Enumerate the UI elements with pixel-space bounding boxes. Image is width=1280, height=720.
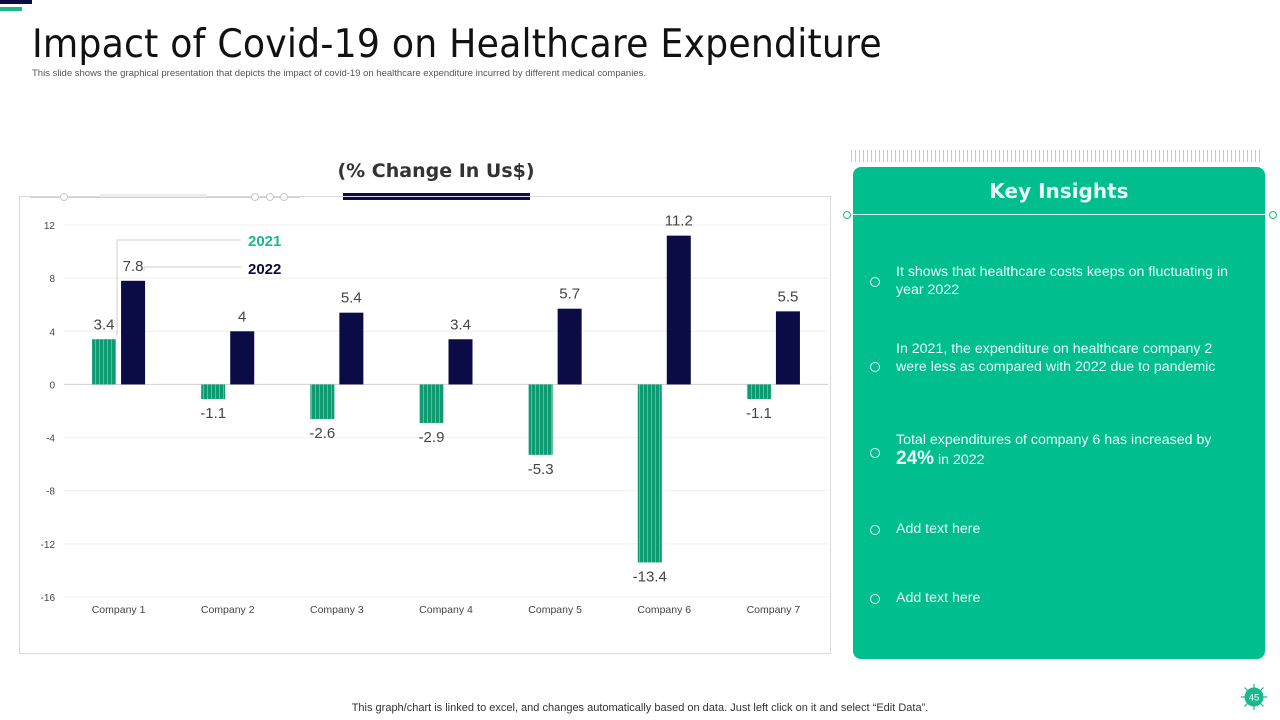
circle-bullet-icon (870, 362, 880, 372)
bar-2021-company-3[interactable] (310, 384, 335, 419)
y-tick-label: -8 (46, 487, 55, 498)
bar-2022-company-2[interactable] (230, 331, 255, 385)
data-label: 5.4 (341, 290, 362, 307)
legend-item-2022: 2022 (248, 261, 281, 278)
x-category-label: Company 6 (637, 604, 691, 616)
y-tick-label: -12 (41, 540, 56, 551)
insight-placeholder-text[interactable]: Add text here (896, 590, 981, 606)
y-tick-label: 4 (49, 327, 55, 338)
circle-bullet-icon (870, 594, 880, 604)
data-labels: 3.4 7.8 -1.1 4 -2.6 5.4 -2.9 3.4 -5.3 5.7 -13.4 11.… (94, 213, 799, 586)
page-subtitle: This slide shows the graphical presentat… (32, 68, 646, 79)
page-title: Impact of Covid-19 on Healthcare Expendi… (32, 22, 882, 67)
corner-accent-navy (0, 0, 32, 4)
key-insights-title: Key Insights (989, 179, 1129, 203)
badge-circle (1244, 687, 1264, 707)
bar-2021-company-2[interactable] (201, 384, 226, 400)
decorative-hatch-strip (851, 150, 1263, 162)
bar-2021-company-1[interactable] (92, 339, 117, 385)
data-label: 7.8 (123, 258, 144, 275)
x-axis-labels: Company 1 Company 2 Company 3 Company 4 Comp… (92, 604, 801, 616)
bar-2021-company-7[interactable] (746, 384, 771, 400)
data-label: 3.4 (450, 316, 471, 333)
x-category-label: Company 7 (747, 604, 801, 616)
bar-2022-company-3[interactable] (339, 312, 364, 385)
decorative-circle (266, 193, 274, 201)
footnote: This graph/chart is linked to excel, and… (351, 702, 929, 714)
chart-title: (% Change In Us$) (337, 160, 535, 182)
x-category-label: Company 4 (419, 604, 473, 616)
gridlines (64, 224, 828, 598)
data-label: 11.2 (665, 213, 693, 230)
y-tick-label: 12 (44, 221, 56, 232)
decorative-circle (60, 193, 68, 201)
bars (92, 235, 800, 563)
x-category-label: Company 2 (201, 604, 255, 616)
legend-item-2021: 2021 (248, 233, 281, 250)
x-category-label: Company 1 (92, 604, 146, 616)
legend-leader-line (143, 266, 241, 271)
bar-2021-company-6[interactable] (637, 384, 662, 563)
x-category-label: Company 3 (310, 604, 364, 616)
insight-text: In 2021, the expenditure on healthcare c… (896, 341, 1216, 375)
bar-2022-company-1[interactable] (121, 280, 146, 385)
y-tick-label: -4 (46, 434, 55, 445)
circle-bullet-icon (870, 448, 880, 458)
insight-text: It shows that healthcare costs keeps on … (896, 264, 1229, 298)
bar-2022-company-7[interactable] (775, 311, 800, 385)
key-insights-panel (853, 167, 1265, 659)
page-number: 45 (1249, 693, 1260, 704)
bar-2022-company-4[interactable] (448, 339, 473, 385)
chart-frame[interactable] (19, 196, 831, 654)
y-axis-ticks: 12 8 4 0 -4 -8 -12 -16 (41, 221, 56, 604)
decorative-bar (100, 194, 207, 197)
data-label: 5.7 (559, 286, 580, 303)
legend-leader-line (116, 239, 241, 336)
data-label: 4 (238, 308, 246, 325)
decorative-circle (251, 193, 259, 201)
data-label: -2.6 (309, 425, 335, 442)
data-label: -1.1 (200, 405, 226, 422)
y-tick-label: 8 (49, 274, 55, 285)
data-label: -5.3 (528, 461, 554, 478)
circle-bullet-icon (870, 277, 880, 287)
decorative-line (30, 197, 300, 198)
data-label: -13.4 (633, 568, 667, 585)
bar-2021-company-4[interactable] (419, 384, 444, 423)
y-tick-label: -16 (41, 593, 56, 604)
bar-2022-company-6[interactable] (666, 235, 691, 385)
data-label: -1.1 (746, 405, 772, 422)
decorative-circle (280, 193, 288, 201)
bar-2021-company-5[interactable] (528, 384, 553, 455)
circle-bullet-icon (870, 525, 880, 535)
legend: 2021 2022 (116, 233, 281, 336)
divider-end-circle (843, 211, 851, 219)
x-category-label: Company 5 (528, 604, 582, 616)
insight-placeholder-text[interactable]: Add text here (896, 521, 981, 537)
y-tick-label: 0 (49, 380, 55, 391)
data-label: 5.5 (777, 288, 798, 305)
highlight-percent: 24% (896, 447, 935, 469)
bar-2022-company-5[interactable] (557, 308, 582, 385)
data-label: -2.9 (419, 429, 445, 446)
page-number-badge: 45 (1241, 684, 1267, 710)
data-label: 3.4 (94, 316, 115, 333)
key-insights-divider (848, 214, 1273, 215)
insight-text: Total expenditures of company 6 has incr… (896, 432, 1212, 469)
corner-accent-green (0, 7, 22, 11)
divider-end-circle (1269, 211, 1277, 219)
